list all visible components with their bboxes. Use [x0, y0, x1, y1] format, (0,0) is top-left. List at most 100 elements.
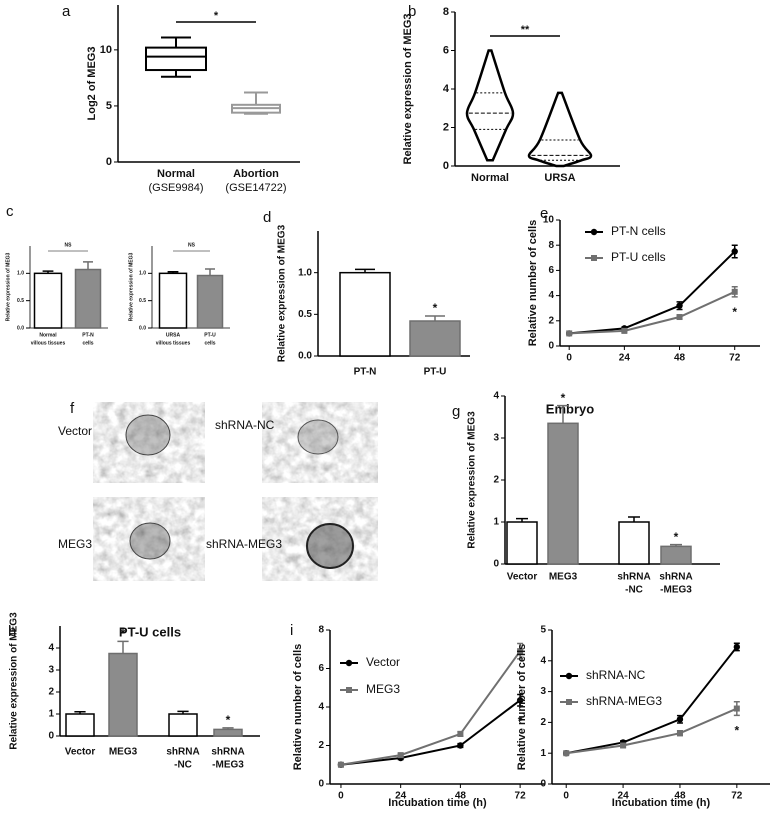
error-bar — [425, 315, 445, 321]
y-axis-label: Relative expression of MEG3 — [128, 252, 134, 321]
error-bar — [177, 710, 189, 714]
marker — [345, 659, 353, 667]
y-tick-label: 0.5 — [298, 309, 312, 320]
significance-label: * — [561, 391, 566, 405]
y-tick-label: 0.5 — [17, 298, 24, 304]
y-tick-label: 4 — [548, 290, 554, 301]
x-tick-label: URSA — [166, 332, 181, 338]
y-tick-label: 3 — [540, 686, 546, 697]
y-tick-label: 8 — [443, 6, 449, 18]
y-tick-label: 2 — [548, 315, 554, 326]
image-label: shRNA-NC — [215, 418, 275, 432]
legend-label: PT-N cells — [611, 224, 666, 238]
marker — [590, 228, 598, 236]
panel-letter: i — [290, 622, 293, 639]
panel-letter: e — [540, 205, 548, 222]
embryo — [125, 414, 171, 456]
x-tick-label: shRNA — [166, 747, 199, 758]
panel-letter: d — [263, 209, 271, 226]
panel-letter: h — [8, 623, 16, 640]
y-tick-label: 1.0 — [139, 271, 146, 277]
y-tick-label: 8 — [548, 240, 554, 251]
marker — [346, 687, 352, 693]
series-line — [340, 699, 521, 766]
bar — [409, 320, 461, 357]
bar — [74, 268, 102, 329]
bar — [33, 272, 63, 329]
legend-label: shRNA-MEG3 — [586, 694, 662, 708]
micrograph — [93, 497, 205, 581]
significance-label: NS — [65, 242, 73, 248]
y-axis-label: Relative number of cells — [516, 644, 528, 771]
x-tick-label: shRNA — [659, 572, 692, 583]
y-tick-label: 4 — [318, 702, 324, 713]
bar — [196, 274, 224, 329]
box — [145, 46, 207, 72]
x-tick-label: -MEG3 — [660, 585, 692, 596]
x-tick-label: Normal — [39, 332, 57, 338]
x-tick-label: villous tissues — [31, 340, 66, 346]
error-bar — [167, 270, 179, 274]
x-tick-label: Vector — [65, 747, 96, 758]
marker — [457, 730, 464, 737]
error-bar — [222, 727, 234, 730]
series-line — [566, 646, 738, 755]
marker — [566, 699, 572, 705]
significance-label: * — [433, 301, 438, 315]
panel-letter: g — [452, 403, 460, 420]
x-tick-label: 0 — [563, 791, 569, 802]
whisker — [161, 70, 191, 78]
x-tick-label: 0 — [566, 353, 572, 364]
significance-label: * — [226, 713, 231, 727]
y-axis-label: Relative expression of MEG3 — [402, 14, 414, 165]
violin — [465, 49, 515, 162]
bar — [547, 422, 579, 565]
x-tick-label: PT-N — [354, 367, 377, 378]
y-tick-label: 10 — [100, 44, 112, 56]
y-tick-label: 0 — [48, 731, 54, 742]
significance-label: NS — [188, 242, 196, 248]
marker — [457, 742, 464, 749]
x-tick-label: cells — [204, 340, 215, 346]
marker — [676, 730, 683, 737]
x-tick-label: MEG3 — [549, 572, 578, 583]
y-tick-label: 0 — [318, 779, 324, 790]
y-tick-label: 2 — [443, 121, 449, 133]
y-tick-label: 0.0 — [298, 351, 312, 362]
x-tick-label: 48 — [674, 353, 686, 364]
x-tick-label: 72 — [729, 353, 741, 364]
x-tick-label: Normal — [471, 172, 509, 184]
bar — [213, 728, 243, 737]
y-tick-label: 0 — [106, 156, 112, 168]
x-tick-label: PT-U — [424, 367, 447, 378]
marker — [566, 330, 573, 337]
marker — [621, 327, 628, 334]
legend-label: PT-U cells — [611, 250, 666, 264]
y-tick-label: 0 — [493, 559, 499, 570]
x-tick-label: 24 — [395, 791, 407, 802]
panel-f: f Vector shRNA-NC MEG3 shRNA-MEG3 — [58, 400, 378, 581]
x-tick-label: villous tissues — [156, 340, 191, 346]
embryo — [297, 419, 339, 455]
series-line — [569, 290, 736, 335]
significance-label: * — [214, 10, 219, 22]
x-tick-label: 48 — [455, 791, 467, 802]
y-tick-label: 2 — [493, 475, 499, 486]
micrograph — [262, 402, 378, 483]
marker — [516, 697, 524, 704]
marker — [733, 705, 740, 712]
marker — [337, 761, 344, 768]
x-axis-label: Incubation time (h) — [388, 797, 487, 809]
y-tick-label: 4 — [493, 391, 499, 402]
x-tick-label: 72 — [731, 791, 743, 802]
series-line — [566, 707, 738, 755]
x-tick-label: 24 — [618, 791, 630, 802]
x-tick-label: PT-N — [82, 332, 94, 338]
x-tick-label: 0 — [338, 791, 344, 802]
marker — [676, 314, 683, 321]
marker — [676, 716, 684, 723]
marker — [620, 742, 627, 749]
y-axis-label: Relative expression of MEG3 — [9, 612, 20, 750]
chart-title: PT-U cells — [119, 624, 181, 639]
